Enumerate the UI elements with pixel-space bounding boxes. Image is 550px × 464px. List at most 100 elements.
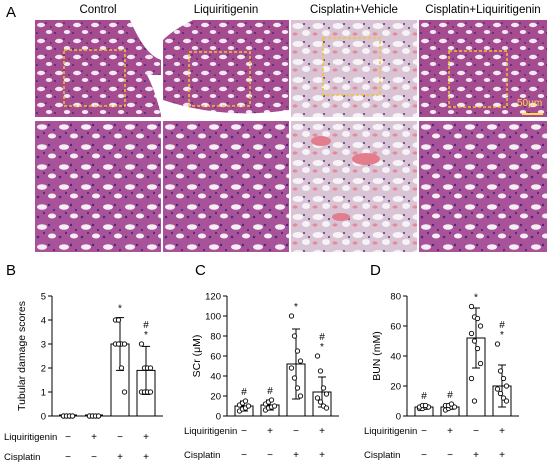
significance-mark: * <box>474 293 478 304</box>
col-title-control: Control <box>79 4 117 16</box>
data-point <box>451 404 458 410</box>
condition-sign: + <box>319 426 325 437</box>
data-point <box>494 341 501 347</box>
data-point <box>245 403 252 409</box>
y-tick-label: 120 <box>205 292 221 303</box>
data-point <box>500 395 507 401</box>
y-axis-label: SCr (μM) <box>191 335 203 378</box>
data-point <box>147 389 154 395</box>
y-tick-label: 3 <box>41 340 46 351</box>
data-point <box>294 385 301 391</box>
condition-sign: − <box>473 426 479 437</box>
y-tick-label: 0 <box>216 412 221 423</box>
condition-label: Liquiritigenin <box>184 426 237 437</box>
col-title-cisplatin-vehicle: Cisplatin+Vehicle <box>310 4 398 16</box>
y-tick-label: 40 <box>210 372 221 383</box>
data-point <box>291 375 298 381</box>
scale-bar-label: 50μm <box>517 98 543 109</box>
data-point <box>317 368 324 374</box>
y-tick-label: 0 <box>41 412 46 423</box>
data-point <box>477 323 484 329</box>
data-point <box>323 391 330 397</box>
condition-label: Cisplatin <box>364 450 400 461</box>
y-tick-label: 60 <box>210 352 221 363</box>
significance-mark: # <box>143 320 149 331</box>
data-point <box>297 358 304 364</box>
significance-mark: * <box>500 330 504 341</box>
col-title-liquiritigenin: Liquiritigenin <box>193 4 259 16</box>
data-point <box>95 413 102 419</box>
data-point <box>422 402 429 409</box>
condition-label: Cisplatin <box>184 450 220 461</box>
condition-sign: + <box>319 450 325 461</box>
condition-label: Liquiritigenin <box>4 432 57 443</box>
data-point <box>69 413 76 419</box>
histology-liquiritigenin-high-mag <box>163 121 289 252</box>
y-tick-label: 20 <box>210 392 221 403</box>
data-point <box>121 389 128 395</box>
data-point <box>500 375 507 382</box>
data-point <box>314 353 321 359</box>
y-axis-label: BUN (mM) <box>371 331 383 381</box>
histology-cisplatin-liquiritigenin-low-mag: 50μm <box>419 20 547 117</box>
data-point <box>468 303 475 310</box>
condition-sign: + <box>91 432 97 443</box>
col-title-cisplatin-liquiritigenin: Cisplatin+Liquiritigenin <box>425 4 541 16</box>
data-point <box>138 341 145 347</box>
condition-sign: − <box>421 426 427 437</box>
data-point <box>448 401 455 407</box>
panel-b-letter: B <box>6 262 17 279</box>
histology-cisplatin-liquiritigenin-high-mag <box>419 121 547 252</box>
condition-sign: − <box>241 426 247 437</box>
data-point <box>294 348 301 354</box>
condition-sign: + <box>143 432 149 443</box>
data-point <box>497 390 504 397</box>
condition-sign: + <box>447 426 453 437</box>
condition-sign: − <box>447 450 453 461</box>
data-point <box>288 313 295 319</box>
data-point <box>474 315 481 322</box>
histology-cisplatin-vehicle-low-mag <box>291 20 417 117</box>
y-axis-label: Tubular damage scores <box>16 301 28 411</box>
histology-cisplatin-vehicle-high-mag <box>291 121 417 252</box>
histology-control-low-mag <box>35 20 161 117</box>
data-point <box>323 405 330 411</box>
data-point <box>497 368 504 374</box>
y-tick-label: 80 <box>390 292 401 303</box>
condition-sign: + <box>499 450 505 461</box>
condition-sign: + <box>473 450 479 461</box>
y-tick-label: 2 <box>41 364 46 375</box>
condition-sign: + <box>267 426 273 437</box>
significance-mark: * <box>144 330 148 341</box>
condition-sign: − <box>241 450 247 461</box>
data-point <box>297 393 304 399</box>
data-point <box>115 341 122 347</box>
data-point <box>320 385 327 391</box>
data-point <box>468 375 475 382</box>
y-tick-label: 0 <box>396 412 401 423</box>
condition-sign: + <box>143 452 149 463</box>
condition-sign: − <box>267 450 273 461</box>
condition-sign: − <box>65 432 71 443</box>
data-point <box>268 397 275 403</box>
condition-sign: − <box>293 426 299 437</box>
data-point <box>503 383 510 389</box>
y-tick-label: 40 <box>390 352 401 363</box>
y-tick-label: 100 <box>205 312 221 323</box>
significance-mark: * <box>320 342 324 353</box>
data-point <box>288 365 295 371</box>
panel-a-letter: A <box>6 4 17 21</box>
condition-label: Liquiritigenin <box>364 426 417 437</box>
data-point <box>494 386 501 392</box>
significance-mark: # <box>241 387 247 398</box>
data-point <box>477 360 484 367</box>
significance-mark: # <box>319 332 325 343</box>
significance-mark: # <box>421 391 427 402</box>
data-point <box>115 317 122 323</box>
data-point <box>118 365 125 371</box>
condition-label: Cisplatin <box>4 452 40 463</box>
histology-liquiritigenin-low-mag <box>163 20 289 117</box>
